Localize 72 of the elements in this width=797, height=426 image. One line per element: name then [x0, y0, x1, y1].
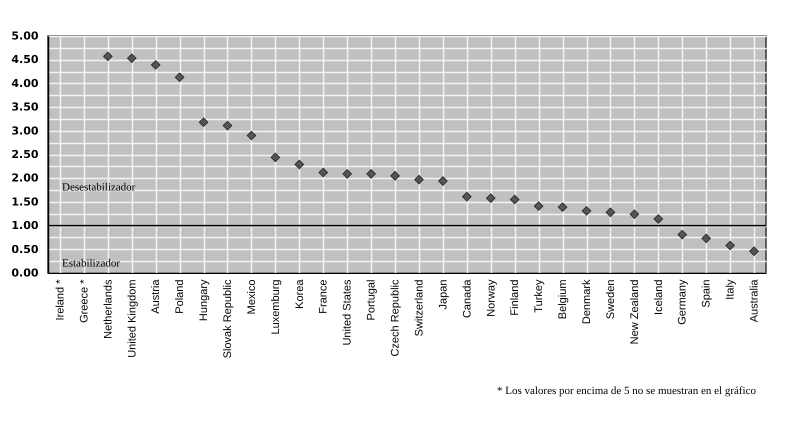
x-tick-label: New Zealand [628, 280, 641, 344]
point [654, 214, 664, 224]
point [198, 118, 208, 127]
x-tick-label: United Kingdom [126, 280, 138, 358]
y-tick-label: 2.00 [11, 172, 39, 185]
x-tick-label: Luxemburg [270, 280, 282, 335]
point [438, 176, 448, 186]
x-tick-label: Italy [724, 279, 737, 300]
y-tick-label: 0.50 [11, 242, 39, 256]
point [749, 246, 759, 256]
point [390, 171, 400, 181]
x-tick-label: Switzerland [413, 280, 426, 336]
x-tick-label: Finland [509, 280, 522, 316]
x-tick-label: Slovak Republic [222, 279, 234, 358]
x-tick-label: Greece * [78, 278, 90, 323]
x-tick-label: Poland [174, 280, 186, 314]
x-tick-label: Portugal [366, 280, 378, 320]
y-tick-label: 3.00 [11, 124, 39, 138]
x-tick-label: Hungary [198, 279, 210, 322]
text: * Los valores por encima de 5 no se muestran en el gráfico [496, 385, 756, 397]
point [678, 230, 687, 240]
point [462, 192, 472, 202]
point [582, 206, 592, 216]
point [246, 130, 256, 140]
point [294, 160, 304, 170]
y-tick-label: 4.00 [11, 76, 39, 90]
point [486, 193, 496, 203]
x-tick-label: Norway [485, 279, 498, 317]
point [318, 168, 328, 178]
y-tick-label: 5.00 [11, 30, 39, 42]
point [558, 202, 568, 212]
y-tick-label: 1.00 [11, 219, 39, 232]
x-tick-label: Netherlands [102, 279, 114, 339]
x-tick-label: Mexico [246, 280, 258, 314]
point [414, 174, 424, 184]
x-tick-label: Korea [294, 278, 306, 309]
x-tick-label: Ireland * [54, 278, 66, 320]
point [127, 54, 136, 64]
x-tick-label: France [318, 280, 330, 314]
point [342, 169, 352, 179]
x-tick-label: Canada [461, 278, 474, 318]
y-tick-label: 0.00 [11, 266, 39, 280]
point [606, 208, 616, 218]
point [534, 201, 544, 211]
point [366, 169, 376, 179]
point [510, 194, 520, 204]
point [103, 52, 113, 62]
point [222, 120, 232, 130]
y-tick-label: 2.50 [11, 148, 39, 161]
y-tick-label: 1.50 [11, 195, 39, 208]
x-tick-label: Belgium [557, 280, 570, 320]
point [174, 72, 184, 82]
x-tick-label: Australia [748, 278, 761, 322]
x-tick-label: Denmark [581, 279, 593, 324]
x-tick-label: Japan [437, 280, 450, 310]
x-tick-label: Austria [150, 278, 162, 314]
x-tick-label: Iceland [652, 280, 665, 315]
y-tick-label: 3.50 [11, 100, 39, 114]
x-tick-label: Turkey [533, 279, 546, 313]
point [701, 234, 711, 244]
point [725, 240, 735, 250]
x-tick-label: United States [342, 279, 354, 346]
point [630, 209, 640, 219]
x-tick-label: Sweden [604, 280, 617, 320]
annotation: Estabilizador [62, 258, 120, 270]
x-tick-label: Germany [676, 279, 689, 325]
x-tick-label: Spain [700, 280, 713, 308]
y-tick-label: 4.50 [11, 53, 39, 66]
x-tick-label: Czech Republic [390, 279, 402, 357]
point [270, 152, 280, 162]
annotation: Desestabilizador [62, 182, 136, 194]
point [150, 60, 160, 70]
